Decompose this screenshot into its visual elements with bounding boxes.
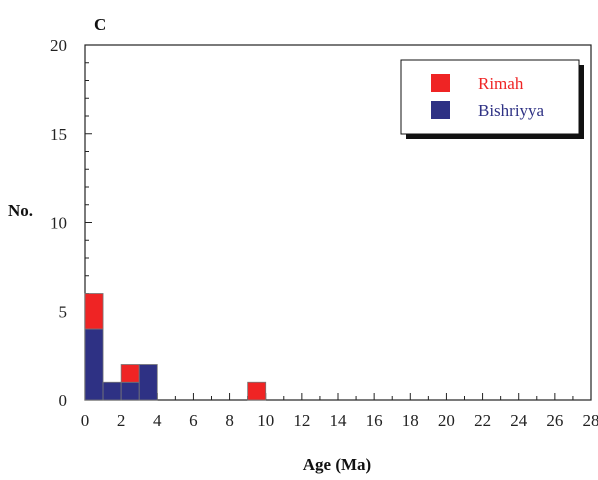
y-tick-label: 15 — [50, 125, 67, 144]
bar-rimah — [84, 293, 104, 330]
y-tick-label: 10 — [50, 214, 67, 233]
bar-bishriyya — [102, 381, 122, 401]
x-tick-label: 14 — [330, 411, 348, 430]
bar-bishriyya — [120, 381, 140, 401]
y-axis-label: No. — [8, 201, 33, 220]
x-tick-label: 18 — [402, 411, 419, 430]
x-tick-label: 6 — [189, 411, 198, 430]
x-tick-label: 20 — [438, 411, 455, 430]
x-tick-label: 24 — [510, 411, 528, 430]
bar-bishriyya — [138, 364, 158, 401]
bar-rimah — [120, 364, 140, 383]
panel-label: C — [94, 15, 106, 34]
x-tick-label: 16 — [366, 411, 383, 430]
legend: Rimah Bishriyya — [400, 59, 584, 139]
y-tick-label: 20 — [50, 36, 67, 55]
bars-group — [84, 293, 267, 401]
bar-bishriyya — [84, 328, 104, 401]
legend-box — [400, 59, 580, 135]
x-tick-label: 12 — [293, 411, 310, 430]
x-tick-label: 0 — [81, 411, 90, 430]
y-tick-label: 5 — [59, 302, 68, 321]
y-tick-label: 0 — [59, 391, 68, 410]
x-tick-label: 8 — [225, 411, 234, 430]
x-axis-label: Age (Ma) — [303, 455, 371, 474]
legend-swatch-rimah — [431, 74, 450, 92]
bar-rimah — [247, 381, 267, 401]
x-tick-label: 22 — [474, 411, 491, 430]
x-axis-ticks: 0 2 4 6 8 10 12 14 16 18 20 22 24 26 28 — [81, 393, 598, 430]
legend-label-rimah: Rimah — [478, 74, 524, 93]
x-tick-label: 10 — [257, 411, 274, 430]
x-tick-label: 28 — [583, 411, 598, 430]
y-axis-ticks: 0 5 10 15 20 — [50, 36, 92, 410]
x-tick-label: 2 — [117, 411, 126, 430]
x-tick-label: 4 — [153, 411, 162, 430]
legend-label-bishriyya: Bishriyya — [478, 101, 545, 120]
legend-swatch-bishriyya — [431, 101, 450, 119]
x-tick-label: 26 — [546, 411, 563, 430]
